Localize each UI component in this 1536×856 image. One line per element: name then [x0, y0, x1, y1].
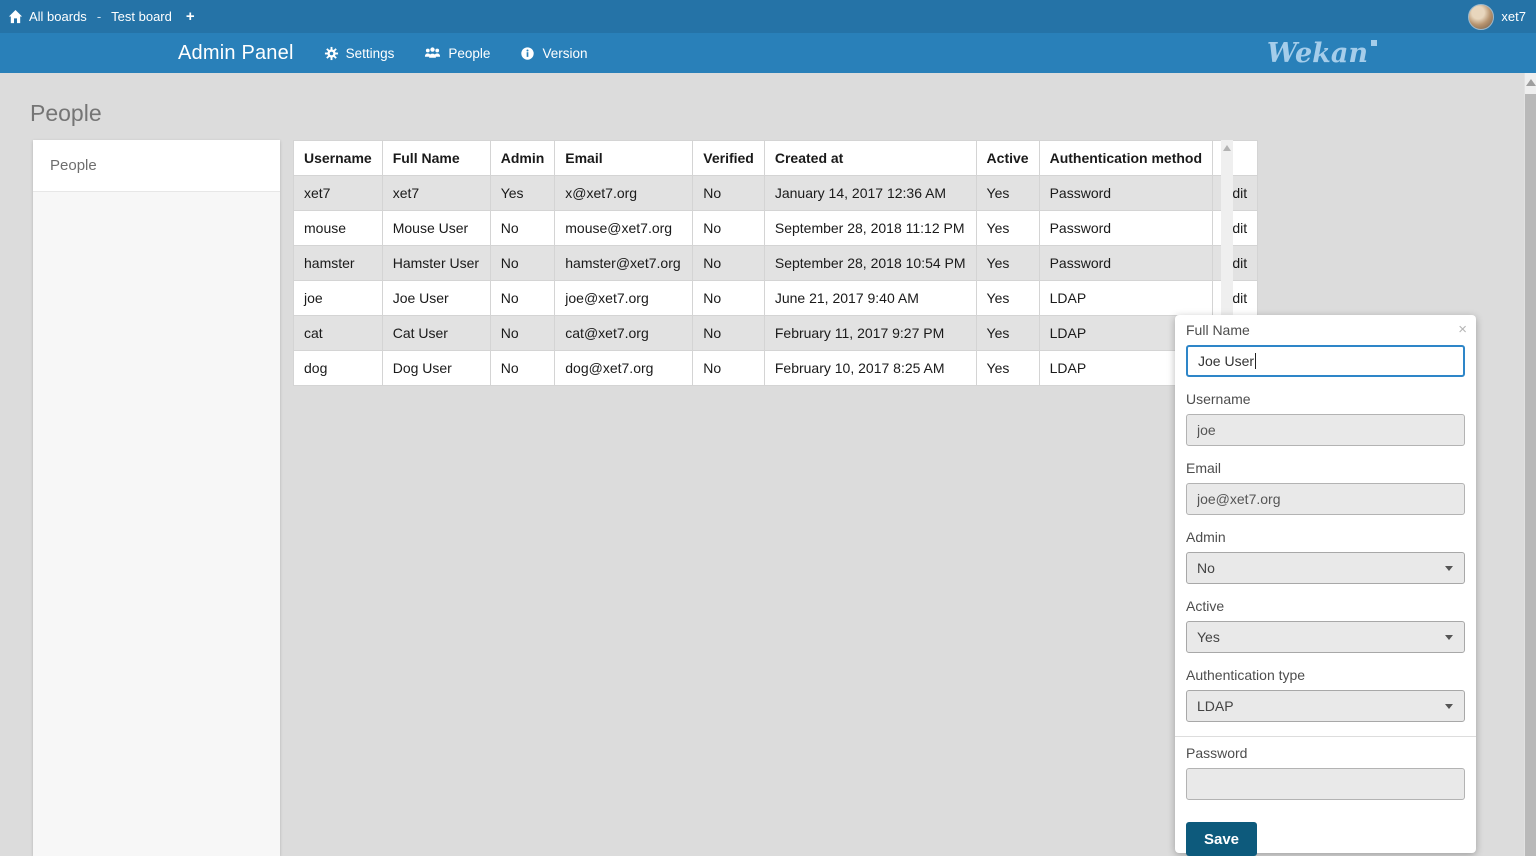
- table-row: mouse Mouse User No mouse@xet7.org No Se…: [293, 210, 1259, 246]
- edit-link[interactable]: Edit: [1212, 280, 1259, 316]
- chevron-down-icon: [1445, 566, 1453, 571]
- user-avatar[interactable]: [1468, 3, 1495, 30]
- close-icon[interactable]: ×: [1458, 321, 1467, 338]
- info-icon: [520, 46, 535, 61]
- username-field[interactable]: [1186, 414, 1465, 446]
- col-active: Active: [975, 140, 1040, 176]
- edit-link[interactable]: Edit: [1212, 175, 1259, 211]
- edit-user-popup: × Full Name Joe User Username Email Admi…: [1175, 315, 1476, 856]
- edit-link[interactable]: Edit: [1212, 245, 1259, 281]
- active-select[interactable]: Yes: [1186, 621, 1465, 653]
- nav-people[interactable]: People: [424, 46, 490, 61]
- text-cursor: [1255, 353, 1257, 369]
- col-actions: [1212, 140, 1259, 176]
- auth-type-select[interactable]: LDAP: [1186, 690, 1465, 722]
- auth-type-label: Authentication type: [1186, 667, 1306, 683]
- add-board-icon[interactable]: +: [185, 8, 195, 25]
- col-created-at: Created at: [763, 140, 977, 176]
- full-name-label: Full Name: [1186, 322, 1250, 338]
- user-name[interactable]: xet7: [1501, 9, 1526, 24]
- nav-settings[interactable]: Settings: [324, 45, 395, 61]
- col-verified: Verified: [692, 140, 765, 176]
- col-email: Email: [554, 140, 694, 176]
- col-admin: Admin: [489, 140, 556, 176]
- breadcrumb-separator: -: [96, 9, 102, 24]
- password-label: Password: [1186, 745, 1248, 761]
- save-button[interactable]: Save: [1186, 822, 1257, 856]
- people-table: Username Full Name Admin Email Verified …: [293, 140, 1259, 386]
- chevron-down-icon: [1445, 635, 1453, 640]
- breadcrumb-all-boards[interactable]: All boards: [29, 9, 87, 24]
- breadcrumb-board-name[interactable]: Test board: [111, 9, 172, 24]
- admin-label: Admin: [1186, 529, 1226, 545]
- email-field[interactable]: [1186, 483, 1465, 515]
- scroll-up-arrow-icon[interactable]: [1526, 79, 1536, 86]
- page-title: People: [30, 100, 102, 126]
- section-divider: [1175, 736, 1476, 737]
- edit-link[interactable]: Edit: [1212, 210, 1259, 246]
- page-vertical-scrollbar[interactable]: [1524, 73, 1536, 856]
- home-icon[interactable]: [8, 9, 23, 24]
- table-row: joe Joe User No joe@xet7.org No June 21,…: [293, 280, 1259, 316]
- active-label: Active: [1186, 598, 1225, 614]
- nav-version-label: Version: [542, 45, 588, 61]
- nav-settings-label: Settings: [345, 45, 395, 61]
- table-row: xet7 xet7 Yes x@xet7.org No January 14, …: [293, 175, 1259, 211]
- chevron-down-icon: [1445, 704, 1453, 709]
- scrollbar-thumb[interactable]: [1525, 94, 1536, 856]
- gear-icon: [324, 46, 339, 61]
- table-header-row: Username Full Name Admin Email Verified …: [293, 140, 1259, 176]
- col-full-name: Full Name: [381, 140, 491, 176]
- password-field[interactable]: [1186, 768, 1465, 800]
- admin-sidebar: People: [33, 140, 280, 856]
- topbar: All boards - Test board + xet7: [0, 0, 1536, 33]
- col-username: Username: [293, 140, 383, 176]
- sidebar-item-people[interactable]: People: [33, 140, 280, 192]
- full-name-input[interactable]: Joe User: [1186, 345, 1465, 377]
- scroll-up-arrow-icon[interactable]: [1223, 145, 1231, 151]
- admin-select[interactable]: No: [1186, 552, 1465, 584]
- admin-header: Admin Panel Settings: [0, 33, 1536, 73]
- col-auth-method: Authentication method: [1038, 140, 1214, 176]
- username-label: Username: [1186, 391, 1251, 407]
- table-row: hamster Hamster User No hamster@xet7.org…: [293, 245, 1259, 281]
- email-label: Email: [1186, 460, 1222, 476]
- users-icon: [424, 46, 441, 60]
- table-row: cat Cat User No cat@xet7.org No February…: [293, 315, 1259, 351]
- nav-people-label: People: [448, 45, 491, 61]
- admin-panel-title: Admin Panel: [178, 41, 294, 64]
- table-row: dog Dog User No dog@xet7.org No February…: [293, 350, 1259, 386]
- logo-mark: [1371, 39, 1377, 46]
- wekan-logo: Wekan: [1267, 39, 1377, 67]
- nav-version[interactable]: Version: [520, 46, 587, 61]
